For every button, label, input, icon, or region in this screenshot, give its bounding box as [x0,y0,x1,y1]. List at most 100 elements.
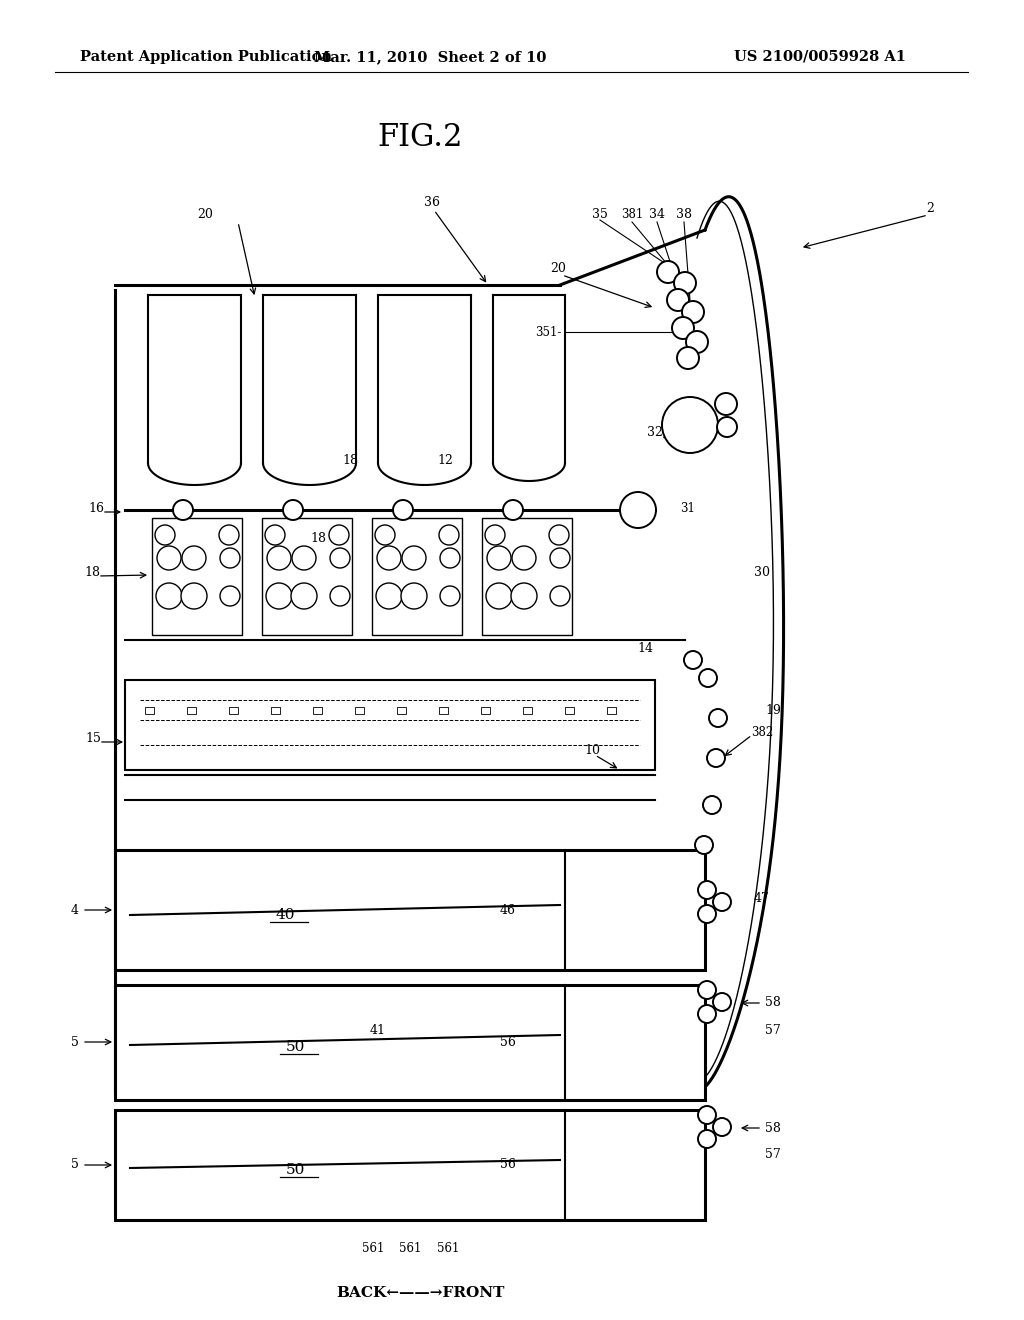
Bar [439,708,449,714]
Text: 16: 16 [88,502,104,515]
Text: 58: 58 [765,997,781,1010]
Text: 15: 15 [85,731,101,744]
Bar [482,517,572,635]
Text: 20: 20 [550,261,566,275]
Circle shape [402,546,426,570]
Bar [187,708,196,714]
Text: 2: 2 [926,202,934,214]
Bar [481,708,490,714]
Text: 50: 50 [286,1040,305,1053]
Circle shape [377,546,401,570]
Text: 30: 30 [754,565,770,578]
Text: 351-: 351- [535,326,561,338]
Text: Patent Application Publication: Patent Application Publication [80,50,332,63]
Circle shape [677,347,699,370]
Text: FIG.2: FIG.2 [377,123,463,153]
Bar [152,517,242,635]
Bar [125,680,655,770]
Circle shape [401,583,427,609]
Circle shape [265,525,285,545]
Circle shape [709,709,727,727]
Circle shape [550,586,570,606]
Text: 20: 20 [197,209,213,222]
Circle shape [672,317,694,339]
Text: 5: 5 [71,1159,79,1172]
Circle shape [713,1118,731,1137]
Circle shape [717,417,737,437]
Text: 10: 10 [584,743,600,756]
Circle shape [511,583,537,609]
Circle shape [267,546,291,570]
Text: 561: 561 [437,1242,459,1254]
Circle shape [291,583,317,609]
Text: 382: 382 [751,726,773,738]
Text: 58: 58 [765,1122,781,1134]
Circle shape [699,669,717,686]
Circle shape [684,651,702,669]
Text: 57: 57 [765,1148,781,1162]
Text: 4: 4 [71,903,79,916]
Bar [355,708,364,714]
Bar [271,708,280,714]
Text: 31: 31 [680,502,695,515]
Circle shape [440,548,460,568]
Circle shape [707,748,725,767]
Circle shape [220,586,240,606]
Circle shape [698,1130,716,1148]
Circle shape [157,546,181,570]
Circle shape [713,993,731,1011]
Circle shape [376,583,402,609]
Bar [313,708,322,714]
Circle shape [512,546,536,570]
Circle shape [155,525,175,545]
Text: 34: 34 [649,209,665,222]
Text: 40: 40 [275,908,295,921]
Circle shape [698,1106,716,1125]
Circle shape [698,906,716,923]
Text: 38: 38 [676,209,692,222]
Circle shape [657,261,679,282]
Text: 12: 12 [437,454,453,466]
Circle shape [182,546,206,570]
Text: 12: 12 [442,532,458,544]
Bar [372,517,462,635]
Text: 14: 14 [637,642,653,655]
Bar [115,1110,705,1220]
Circle shape [330,586,350,606]
Circle shape [698,880,716,899]
Text: 56: 56 [500,1035,516,1048]
Circle shape [682,301,705,323]
Circle shape [292,546,316,570]
Text: Mar. 11, 2010  Sheet 2 of 10: Mar. 11, 2010 Sheet 2 of 10 [313,50,546,63]
Circle shape [503,500,523,520]
Bar [229,708,238,714]
Bar [145,708,154,714]
Text: BACK←——→FRONT: BACK←——→FRONT [336,1286,504,1300]
Circle shape [713,894,731,911]
Circle shape [662,397,718,453]
Circle shape [549,525,569,545]
Bar [607,708,616,714]
Bar [115,850,705,970]
Circle shape [667,289,689,312]
Circle shape [375,525,395,545]
Circle shape [485,525,505,545]
Bar [565,708,574,714]
Circle shape [550,548,570,568]
Text: 32: 32 [647,425,663,438]
Text: 57: 57 [765,1023,781,1036]
Circle shape [329,525,349,545]
Circle shape [674,272,696,294]
Text: US 2100/0059928 A1: US 2100/0059928 A1 [734,50,906,63]
Text: 5: 5 [71,1035,79,1048]
Bar [523,708,532,714]
Circle shape [486,583,512,609]
Circle shape [156,583,182,609]
Text: 561: 561 [398,1242,421,1254]
Circle shape [698,981,716,999]
Circle shape [330,548,350,568]
Circle shape [715,393,737,414]
Circle shape [393,500,413,520]
Text: 19: 19 [765,704,781,717]
Circle shape [219,525,239,545]
